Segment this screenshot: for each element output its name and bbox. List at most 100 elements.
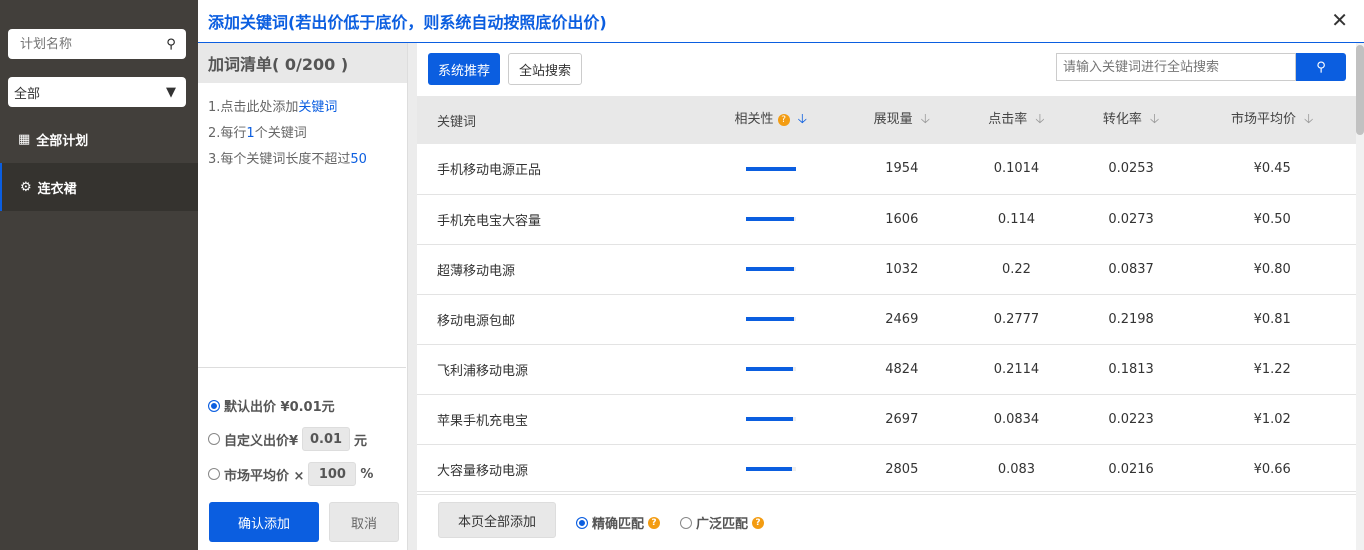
keyword-main: 系统推荐 全站搜索 ⚲ 关键词 相关性 ?🡣 展现量🡣 点击率🡣 转化率🡣 市场… xyxy=(417,43,1356,550)
cvr-cell: 0.0253 xyxy=(1073,144,1189,195)
confirm-add-button[interactable]: 确认添加 xyxy=(209,502,319,542)
table-row[interactable]: 超薄移动电源 1032 0.22 0.0837 ¥0.80 xyxy=(417,244,1356,295)
ctr-cell: 0.083 xyxy=(959,444,1074,495)
scrollbar[interactable] xyxy=(1356,43,1364,550)
relevance-bar xyxy=(745,367,796,371)
match-broad-label: 广泛匹配 xyxy=(696,517,749,532)
cancel-button[interactable]: 取消 xyxy=(329,502,399,542)
relevance-cell xyxy=(697,194,845,245)
keyword-cell: 超薄移动电源 xyxy=(417,244,697,295)
sort-down-icon[interactable]: 🡣 xyxy=(797,112,807,127)
keyword-table: 关键词 相关性 ? 🡣 展现量 🡣 点击率 🡣 转化率 🡣 市场平均价 🡣 手机移动电源正… xyxy=(417,96,1356,495)
col-cvr[interactable]: 转化率 🡣 xyxy=(1073,96,1189,144)
list-title: 加词清单( 0/200 ) xyxy=(198,43,407,83)
tab-recommend[interactable]: 系统推荐 xyxy=(428,53,501,85)
help-icon[interactable]: ? xyxy=(648,516,661,529)
keyword-list-panel: 加词清单( 0/200 ) 1.点击此处添加关键词 2.每行1个关键词 3.每个… xyxy=(198,43,408,550)
sidebar-item-label: 全部计划 xyxy=(36,133,89,149)
radio[interactable] xyxy=(208,468,220,480)
keyword-cell: 苹果手机充电宝 xyxy=(417,394,697,445)
table-row[interactable]: 苹果手机充电宝 2697 0.0834 0.0223 ¥1.02 xyxy=(417,394,1356,445)
relevance-bar xyxy=(745,417,796,421)
search-button[interactable]: ⚲ xyxy=(1296,53,1346,81)
bid-default-radio[interactable]: 默认出价 ¥0.01元 xyxy=(208,396,335,415)
sort-down-icon[interactable]: 🡣 xyxy=(1149,112,1160,127)
ctr-cell: 0.1014 xyxy=(959,144,1074,195)
avg-price-cell: ¥0.80 xyxy=(1188,244,1356,295)
add-all-button[interactable]: 本页全部添加 xyxy=(438,502,556,538)
sort-down-icon[interactable]: 🡣 xyxy=(1035,112,1045,127)
sort-down-icon[interactable]: 🡣 xyxy=(920,112,930,127)
relevance-bar xyxy=(745,267,796,271)
table-row[interactable]: 大容量移动电源 2805 0.083 0.0216 ¥0.66 xyxy=(417,444,1356,495)
tip-3: 3.每个关键词长度不超过50 xyxy=(208,152,367,167)
site-search-input[interactable] xyxy=(1056,53,1296,81)
bid-default-label: 默认出价 ¥0.01元 xyxy=(224,400,335,415)
plan-search[interactable]: ⚲ xyxy=(8,29,186,59)
cvr-cell: 0.0223 xyxy=(1073,394,1189,445)
relevance-cell xyxy=(697,444,845,495)
radio-checked[interactable] xyxy=(576,516,588,529)
cvr-cell: 0.0273 xyxy=(1073,194,1189,245)
col-impressions[interactable]: 展现量 🡣 xyxy=(844,96,960,144)
avg-price-cell: ¥1.22 xyxy=(1188,344,1356,395)
match-broad-radio[interactable]: 广泛匹配? xyxy=(680,513,765,532)
tip-2: 2.每行1个关键词 xyxy=(208,126,307,141)
sort-down-icon[interactable]: 🡣 xyxy=(1304,112,1314,127)
caret-down-icon: ▼ xyxy=(166,84,176,100)
match-exact-label: 精确匹配 xyxy=(592,517,645,532)
radio[interactable] xyxy=(680,516,692,529)
impressions-cell: 1606 xyxy=(844,194,960,245)
impressions-cell: 2805 xyxy=(844,444,960,495)
relevance-bar xyxy=(745,166,796,171)
bid-custom-radio[interactable]: 自定义出价¥ 0.01 元 xyxy=(208,427,367,451)
keyword-textarea[interactable]: 1.点击此处添加关键词 2.每行1个关键词 3.每个关键词长度不超过50 xyxy=(198,83,406,368)
sidebar: ⚲ 全部 ▼ ▦ 全部计划 ⚙ 连衣裙 xyxy=(0,0,198,550)
col-ctr[interactable]: 点击率 🡣 xyxy=(959,96,1074,144)
col-keyword: 关键词 xyxy=(417,96,697,144)
search-icon[interactable]: ⚲ xyxy=(166,36,176,52)
bid-market-radio[interactable]: 市场平均价 × 100% xyxy=(208,462,373,486)
relevance-bar xyxy=(745,317,796,321)
ctr-cell: 0.2114 xyxy=(959,344,1074,395)
tab-site-search[interactable]: 全站搜索 xyxy=(508,53,583,85)
grid-icon: ▦ xyxy=(18,131,31,147)
table-row[interactable]: 飞利浦移动电源 4824 0.2114 0.1813 ¥1.22 xyxy=(417,344,1356,395)
help-icon[interactable]: ? xyxy=(752,516,765,529)
table-footer: 本页全部添加 精确匹配? 广泛匹配? xyxy=(417,491,1356,550)
help-icon[interactable]: ? xyxy=(777,113,790,126)
scrollbar-thumb[interactable] xyxy=(1356,45,1364,135)
keyword-cell: 大容量移动电源 xyxy=(417,444,697,495)
table-row[interactable]: 移动电源包邮 2469 0.2777 0.2198 ¥0.81 xyxy=(417,294,1356,345)
radio[interactable] xyxy=(208,433,220,445)
relevance-cell xyxy=(697,144,845,195)
match-exact-radio[interactable]: 精确匹配? xyxy=(576,513,661,532)
table-row[interactable]: 手机移动电源正品 1954 0.1014 0.0253 ¥0.45 xyxy=(417,144,1356,195)
plan-search-input[interactable] xyxy=(20,36,156,52)
gear-icon: ⚙ xyxy=(20,179,32,195)
keyword-cell: 手机移动电源正品 xyxy=(417,144,697,195)
filter-value: 全部 xyxy=(14,86,41,102)
unit: % xyxy=(360,466,374,482)
cvr-cell: 0.2198 xyxy=(1073,294,1189,345)
cvr-cell: 0.0216 xyxy=(1073,444,1189,495)
bid-market-label: 市场平均价 × xyxy=(224,468,305,484)
sidebar-item-all-plans[interactable]: ▦ 全部计划 xyxy=(0,115,198,163)
relevance-cell xyxy=(697,294,845,345)
radio-checked[interactable] xyxy=(208,399,220,412)
plan-filter-select[interactable]: 全部 ▼ xyxy=(8,77,186,107)
close-icon[interactable]: ✕ xyxy=(1331,8,1348,32)
bid-custom-label: 自定义出价¥ xyxy=(224,433,299,449)
avg-price-cell: ¥0.81 xyxy=(1188,294,1356,345)
table-row[interactable]: 手机充电宝大容量 1606 0.114 0.0273 ¥0.50 xyxy=(417,194,1356,245)
col-relevance[interactable]: 相关性 ? 🡣 xyxy=(697,96,845,144)
relevance-cell xyxy=(697,344,845,395)
bid-market-input[interactable]: 100 xyxy=(308,462,357,486)
tip-1: 1.点击此处添加关键词 xyxy=(208,100,338,115)
col-avg-price[interactable]: 市场平均价 🡣 xyxy=(1188,96,1356,144)
ctr-cell: 0.114 xyxy=(959,194,1074,245)
bid-custom-input[interactable]: 0.01 xyxy=(302,427,351,451)
sidebar-item-dress[interactable]: ⚙ 连衣裙 xyxy=(0,163,198,211)
cvr-cell: 0.0837 xyxy=(1073,244,1189,295)
impressions-cell: 1954 xyxy=(844,144,960,195)
